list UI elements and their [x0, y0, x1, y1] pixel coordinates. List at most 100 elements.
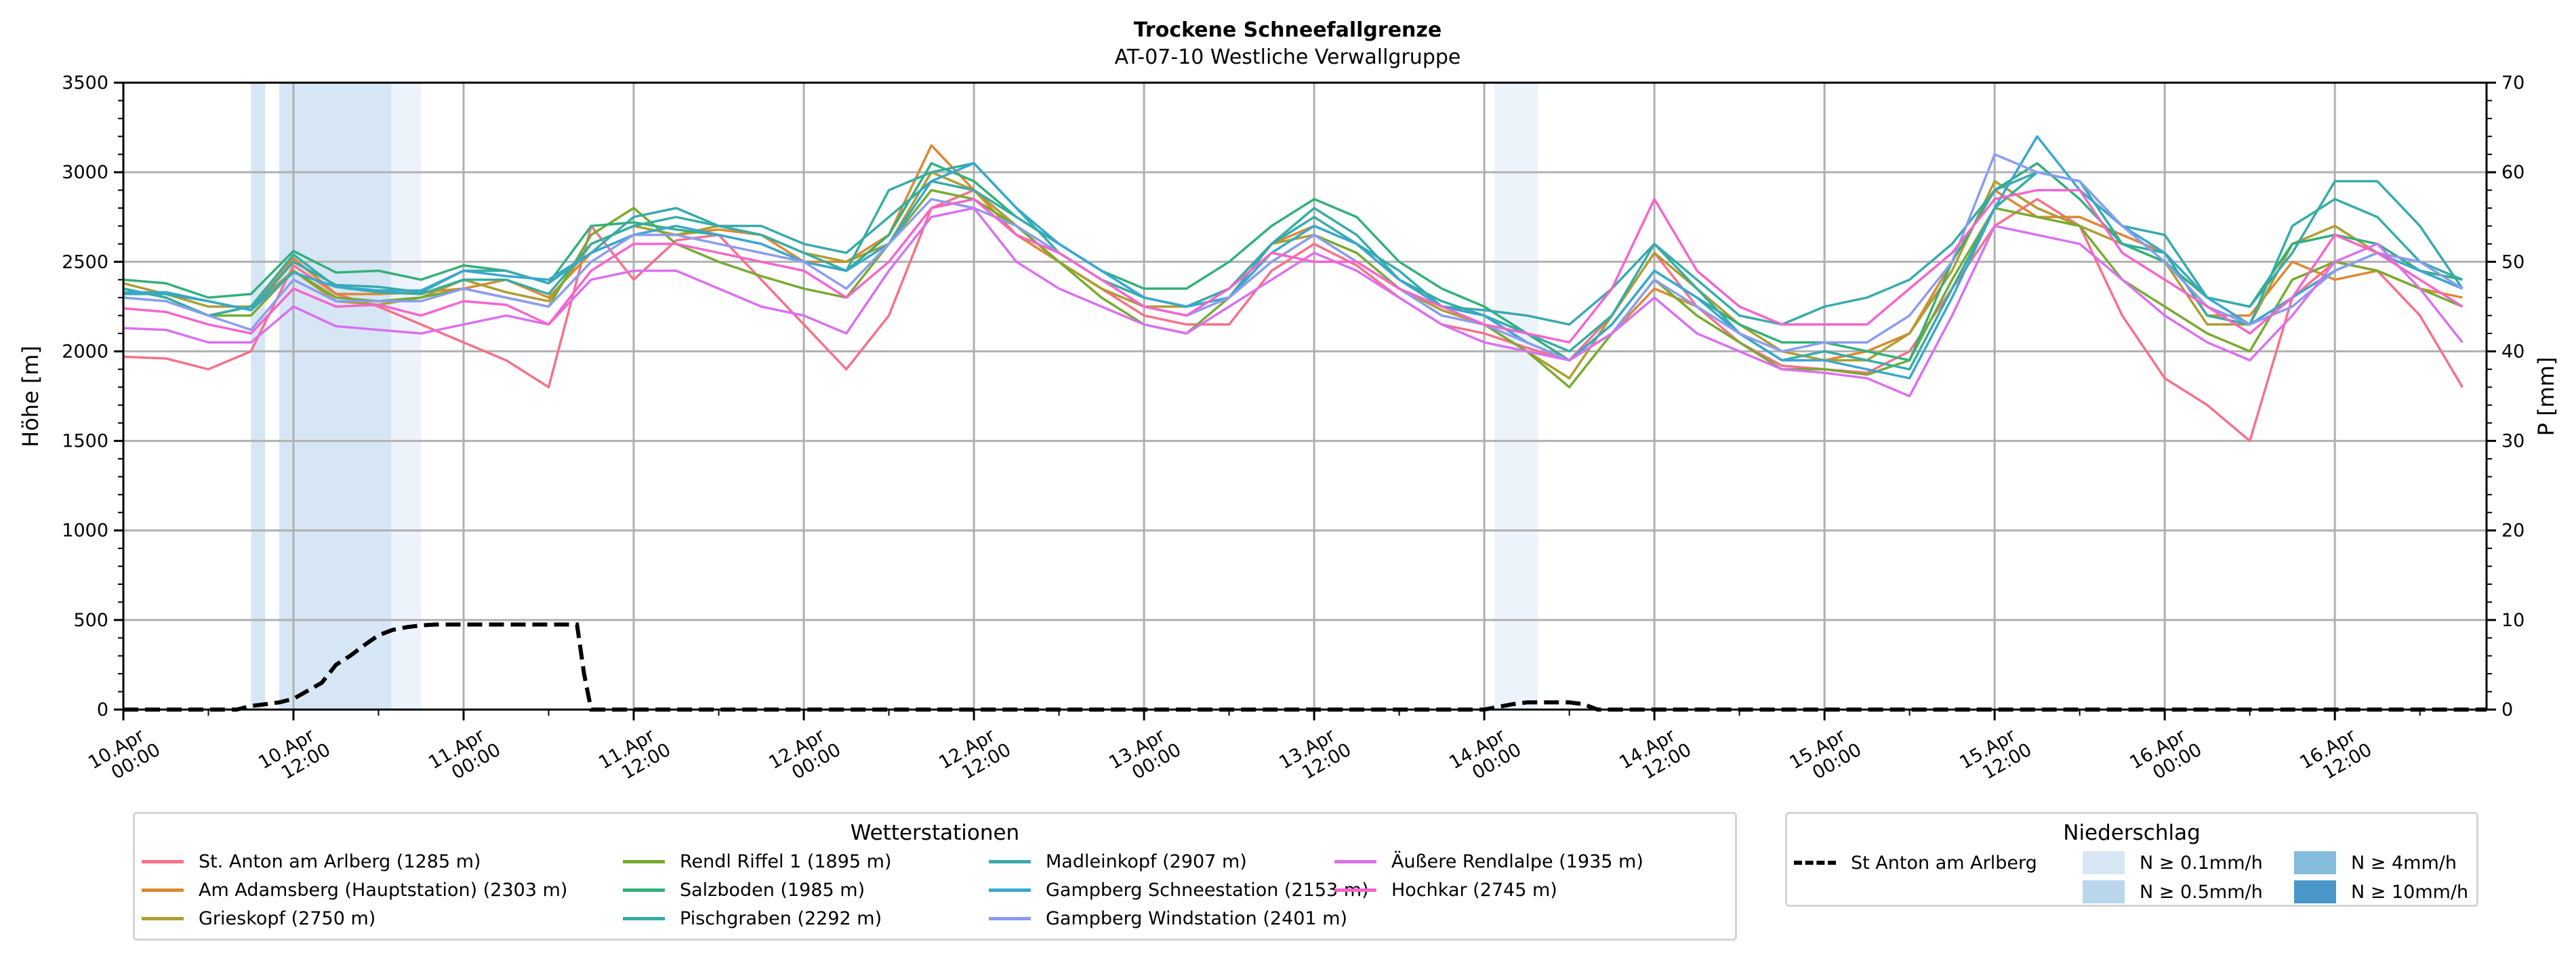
- legend-stations: Wetterstationen St. Anton am Arlberg (12…: [133, 812, 1737, 941]
- y-right-tick-label: 70: [2501, 73, 2524, 94]
- legend-station-item: Salzboden (1985 m): [623, 876, 865, 903]
- line-icon: [989, 859, 1031, 863]
- legend-station-item: Gampberg Windstation (2401 m): [989, 905, 1347, 932]
- line-icon: [142, 888, 184, 892]
- legend-precip-title: Niederschlag: [2063, 821, 2201, 845]
- series-line-9: [123, 207, 2463, 398]
- legend-station-label: Hochkar (2745 m): [1391, 879, 1557, 901]
- precip-band: [279, 83, 392, 710]
- y-tick-label: 1000: [62, 520, 108, 541]
- series-line-7: [123, 135, 2463, 380]
- legend-station-item: Madleinkopf (2907 m): [989, 848, 1247, 875]
- legend-precip: Niederschlag St Anton am Arlberg N ≥ 0.1…: [1785, 812, 2478, 907]
- y-right-tick-label: 0: [2501, 699, 2513, 720]
- legend-station-label: Salzboden (1985 m): [680, 879, 865, 901]
- swatch-icon: [2294, 851, 2336, 874]
- y-tick-label: 1500: [62, 431, 108, 452]
- y-right-tick-label: 30: [2501, 431, 2524, 452]
- y-right-tick-label: 10: [2501, 610, 2524, 631]
- legend-level: N ≥ 10mm/h: [2294, 878, 2468, 905]
- y-tick-label: 2000: [62, 341, 108, 362]
- legend-station-item: Gampberg Schneestation (2153 m): [989, 876, 1369, 903]
- y-axis-right-label: P [mm]: [2533, 357, 2559, 436]
- legend-station-label: St. Anton am Arlberg (1285 m): [199, 851, 481, 872]
- legend-precip-line-label: St Anton am Arlberg: [1851, 852, 2037, 874]
- legend-precip-line: St Anton am Arlberg: [1794, 849, 2037, 876]
- legend-level-label: N ≥ 10mm/h: [2351, 881, 2469, 903]
- legend-station-label: Grieskopf (2750 m): [199, 907, 376, 929]
- dashed-line-icon: [1794, 861, 1836, 865]
- y-tick-label: 3000: [62, 162, 108, 183]
- line-icon: [1334, 888, 1376, 892]
- legend-station-label: Rendl Riffel 1 (1895 m): [680, 851, 892, 872]
- y-right-tick-label: 60: [2501, 162, 2524, 183]
- legend-station-label: Madleinkopf (2907 m): [1046, 851, 1247, 872]
- legend-station-label: Am Adamsberg (Hauptstation) (2303 m): [199, 879, 568, 901]
- y-right-tick-label: 50: [2501, 251, 2524, 272]
- station-series: [123, 135, 2463, 443]
- legend-level-label: N ≥ 0.1mm/h: [2140, 852, 2263, 874]
- swatch-icon: [2294, 880, 2336, 903]
- legend-level-label: N ≥ 0.5mm/h: [2140, 881, 2263, 903]
- precip-band: [1494, 83, 1538, 710]
- legend-station-label: Gampberg Schneestation (2153 m): [1046, 879, 1369, 901]
- series-line-1: [123, 144, 2463, 362]
- swatch-icon: [2083, 880, 2125, 903]
- plot-frame: [122, 81, 2488, 711]
- precip-band: [391, 83, 422, 710]
- precip-band: [251, 83, 266, 710]
- legend-station-label: Pischgraben (2292 m): [680, 907, 882, 929]
- legend-level-label: N ≥ 4mm/h: [2351, 852, 2457, 874]
- series-line-8: [123, 152, 2463, 362]
- legend-station-label: Gampberg Windstation (2401 m): [1046, 907, 1348, 929]
- line-icon: [142, 859, 184, 863]
- grid-lines: [122, 81, 2487, 711]
- line-icon: [1334, 859, 1376, 863]
- series-line-3: [123, 188, 2463, 389]
- precip-series: [123, 622, 2487, 712]
- legend-station-item: Grieskopf (2750 m): [142, 905, 375, 932]
- legend-station-item: Hochkar (2745 m): [1334, 876, 1557, 903]
- legend-station-item: Rendl Riffel 1 (1895 m): [623, 848, 891, 875]
- legend-level: N ≥ 0.1mm/h: [2083, 849, 2263, 876]
- legend-station-item: Pischgraben (2292 m): [623, 905, 882, 932]
- legend-station-item: Äußere Rendlalpe (1935 m): [1334, 848, 1643, 875]
- y-tick-label: 0: [97, 699, 108, 720]
- legend-stations-title: Wetterstationen: [850, 821, 1020, 845]
- chart-title: Trockene Schneefallgrenze: [1134, 18, 1442, 42]
- line-icon: [623, 859, 665, 863]
- legend-level: N ≥ 0.5mm/h: [2083, 878, 2263, 905]
- legend-station-item: Am Adamsberg (Hauptstation) (2303 m): [142, 876, 567, 903]
- y-axis-right: 0 10 20 30 40 50 60 70: [2487, 73, 2524, 720]
- series-line-10: [123, 188, 2463, 344]
- line-icon: [989, 888, 1031, 892]
- y-right-tick-label: 20: [2501, 520, 2524, 541]
- precip-bands: [251, 83, 1538, 710]
- line-icon: [989, 916, 1031, 920]
- swatch-icon: [2083, 851, 2125, 874]
- y-tick-label: 500: [73, 610, 108, 631]
- y-axis-left: 0 500 1000 1500 2000 2500 3000 3500: [62, 73, 123, 720]
- line-icon: [623, 916, 665, 920]
- legend-station-item: St. Anton am Arlberg (1285 m): [142, 848, 481, 875]
- legend-station-label: Äußere Rendlalpe (1935 m): [1391, 851, 1643, 872]
- y-tick-label: 2500: [62, 251, 108, 272]
- line-icon: [623, 888, 665, 892]
- line-icon: [142, 916, 184, 920]
